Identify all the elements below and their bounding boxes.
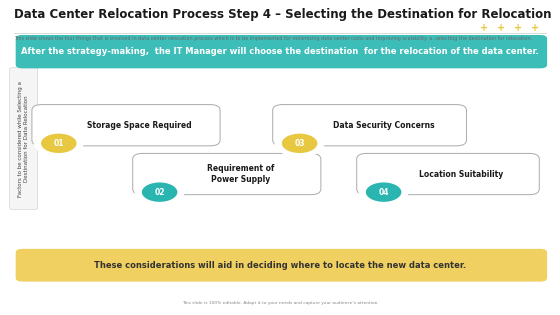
Text: Data Security Concerns: Data Security Concerns: [333, 121, 435, 130]
Text: +: +: [497, 23, 505, 33]
Text: 02: 02: [155, 188, 165, 197]
FancyBboxPatch shape: [357, 153, 539, 195]
FancyBboxPatch shape: [32, 105, 220, 146]
Text: Data Center Relocation Process Step 4 – Selecting the Destination for Relocation: Data Center Relocation Process Step 4 – …: [14, 8, 552, 21]
FancyBboxPatch shape: [10, 68, 38, 209]
Circle shape: [134, 178, 185, 206]
Text: 03: 03: [295, 139, 305, 148]
FancyBboxPatch shape: [133, 153, 321, 195]
Text: +: +: [531, 23, 539, 33]
Text: 04: 04: [379, 188, 389, 197]
Text: This slide is 100% editable. Adapt it to your needs and capture your audience's : This slide is 100% editable. Adapt it to…: [181, 301, 379, 305]
Text: +: +: [480, 23, 488, 33]
Text: +: +: [514, 23, 522, 33]
Text: Requirement of
Power Supply: Requirement of Power Supply: [207, 164, 274, 184]
FancyBboxPatch shape: [273, 105, 466, 146]
Circle shape: [281, 133, 318, 154]
Circle shape: [34, 129, 84, 158]
Circle shape: [40, 133, 77, 154]
FancyBboxPatch shape: [16, 249, 547, 282]
Circle shape: [358, 178, 409, 206]
Text: Storage Space Required: Storage Space Required: [87, 121, 192, 130]
FancyBboxPatch shape: [16, 35, 547, 68]
Circle shape: [365, 182, 402, 203]
Text: These considerations will aid in deciding where to locate the new data center.: These considerations will aid in decidin…: [94, 261, 466, 270]
Text: After the strategy-making,  the IT Manager will choose the destination  for the : After the strategy-making, the IT Manage…: [21, 47, 539, 55]
Text: This slide shows the four things that is involved in data center relocation proc: This slide shows the four things that is…: [14, 36, 532, 41]
Circle shape: [274, 129, 325, 158]
Text: 01: 01: [54, 139, 64, 148]
Text: Location Suitability: Location Suitability: [419, 169, 503, 179]
Text: Factors to be considered while Selecting a
Destination for Data Relocation: Factors to be considered while Selecting…: [18, 81, 29, 197]
Circle shape: [141, 182, 178, 203]
